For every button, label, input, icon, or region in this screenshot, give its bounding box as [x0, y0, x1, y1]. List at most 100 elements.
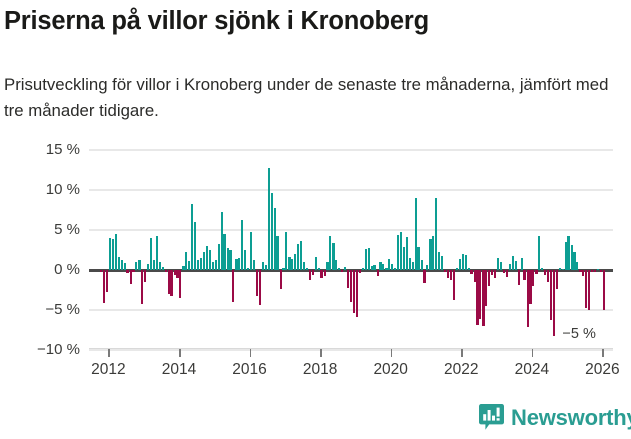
bar	[258, 270, 261, 306]
x-tick-label: 2016	[232, 361, 267, 378]
bar	[114, 234, 117, 270]
x-tick-label: 2022	[444, 361, 479, 378]
bar-chart: 15 % 10 % 5 % 0 % −5 % −10 % 2012 2014 2016 2018…	[0, 142, 631, 400]
bar	[297, 243, 300, 270]
bar	[147, 264, 150, 270]
bar	[285, 231, 288, 270]
bar	[264, 265, 267, 270]
bar	[150, 238, 153, 270]
bar	[346, 270, 350, 288]
bar	[253, 260, 256, 270]
bar	[391, 263, 394, 270]
bar	[461, 254, 464, 270]
bar	[388, 258, 391, 270]
y-axis-labels: 15 % 10 % 5 % 0 % −5 % −10 %	[0, 142, 80, 400]
bar	[523, 270, 526, 280]
bar	[191, 204, 194, 270]
bar	[291, 258, 294, 270]
bar	[179, 270, 182, 298]
bar	[220, 212, 223, 270]
bar	[156, 235, 159, 270]
gridline	[89, 149, 613, 151]
bar	[141, 270, 144, 304]
bar	[217, 244, 220, 270]
bar	[132, 270, 135, 273]
y-tick-label: −5 %	[45, 301, 80, 318]
bar	[196, 260, 200, 270]
bar	[276, 236, 279, 270]
bar	[529, 270, 532, 304]
bar	[508, 263, 512, 270]
bar	[514, 261, 517, 270]
bar	[350, 270, 353, 302]
bar	[120, 260, 123, 270]
bar	[270, 193, 273, 270]
bar	[355, 270, 358, 318]
x-tick-mark	[178, 349, 181, 357]
bar	[455, 267, 459, 270]
x-tick-mark	[390, 349, 393, 357]
bar	[449, 270, 453, 281]
bar	[546, 270, 550, 282]
bar	[194, 222, 197, 270]
bar	[249, 232, 253, 270]
bar	[323, 270, 326, 277]
bar	[564, 242, 567, 270]
bar	[470, 270, 473, 274]
x-tick-mark	[249, 349, 252, 357]
bar	[338, 268, 341, 270]
bar	[308, 270, 311, 281]
bar	[244, 250, 247, 270]
bar	[408, 258, 411, 270]
bar	[429, 238, 432, 270]
newsworthy-wordmark: Newsworthy	[511, 405, 631, 430]
page-subtitle: Prisutveckling för villor i Kronoberg un…	[4, 75, 609, 120]
bar	[185, 251, 188, 270]
x-axis: 2012 2014 2016 2018 2020 2022 2024 2026	[89, 348, 620, 398]
bar	[482, 270, 485, 326]
bar	[441, 255, 444, 270]
bar	[502, 270, 506, 274]
bar	[200, 258, 203, 270]
bar	[561, 269, 564, 271]
bar	[364, 249, 367, 270]
bar	[570, 245, 573, 270]
x-tick-mark	[602, 349, 604, 357]
bar	[352, 270, 356, 314]
bar	[435, 198, 438, 270]
bar	[376, 270, 379, 276]
newsworthy-logo[interactable]: Newsworthy	[479, 403, 631, 435]
bar-chart-bubble-icon	[479, 404, 504, 433]
bar	[588, 270, 591, 310]
bar	[302, 262, 305, 270]
bar	[182, 266, 185, 270]
y-tick-label: 10 %	[45, 181, 80, 198]
bar	[549, 270, 552, 320]
bar	[438, 251, 441, 270]
bar	[520, 258, 523, 270]
bar	[329, 235, 332, 270]
bar	[552, 270, 556, 336]
bar	[447, 270, 450, 278]
x-tick-label: 2020	[373, 361, 408, 378]
bar	[399, 231, 403, 270]
x-tick-label: 2026	[585, 361, 620, 378]
bar	[467, 268, 470, 270]
bar	[576, 262, 579, 270]
bar	[255, 270, 259, 297]
bar	[491, 270, 494, 275]
bar	[414, 198, 417, 270]
gridline	[89, 349, 613, 351]
bar	[558, 268, 561, 270]
bar	[103, 270, 106, 303]
bar	[279, 270, 282, 290]
bar	[188, 261, 191, 270]
bar	[335, 259, 338, 270]
bar	[138, 259, 141, 270]
bar	[379, 262, 382, 270]
bar	[505, 270, 508, 278]
x-axis-line	[89, 348, 613, 349]
bar	[170, 270, 173, 297]
bar	[129, 270, 132, 285]
plot-area	[89, 149, 613, 351]
